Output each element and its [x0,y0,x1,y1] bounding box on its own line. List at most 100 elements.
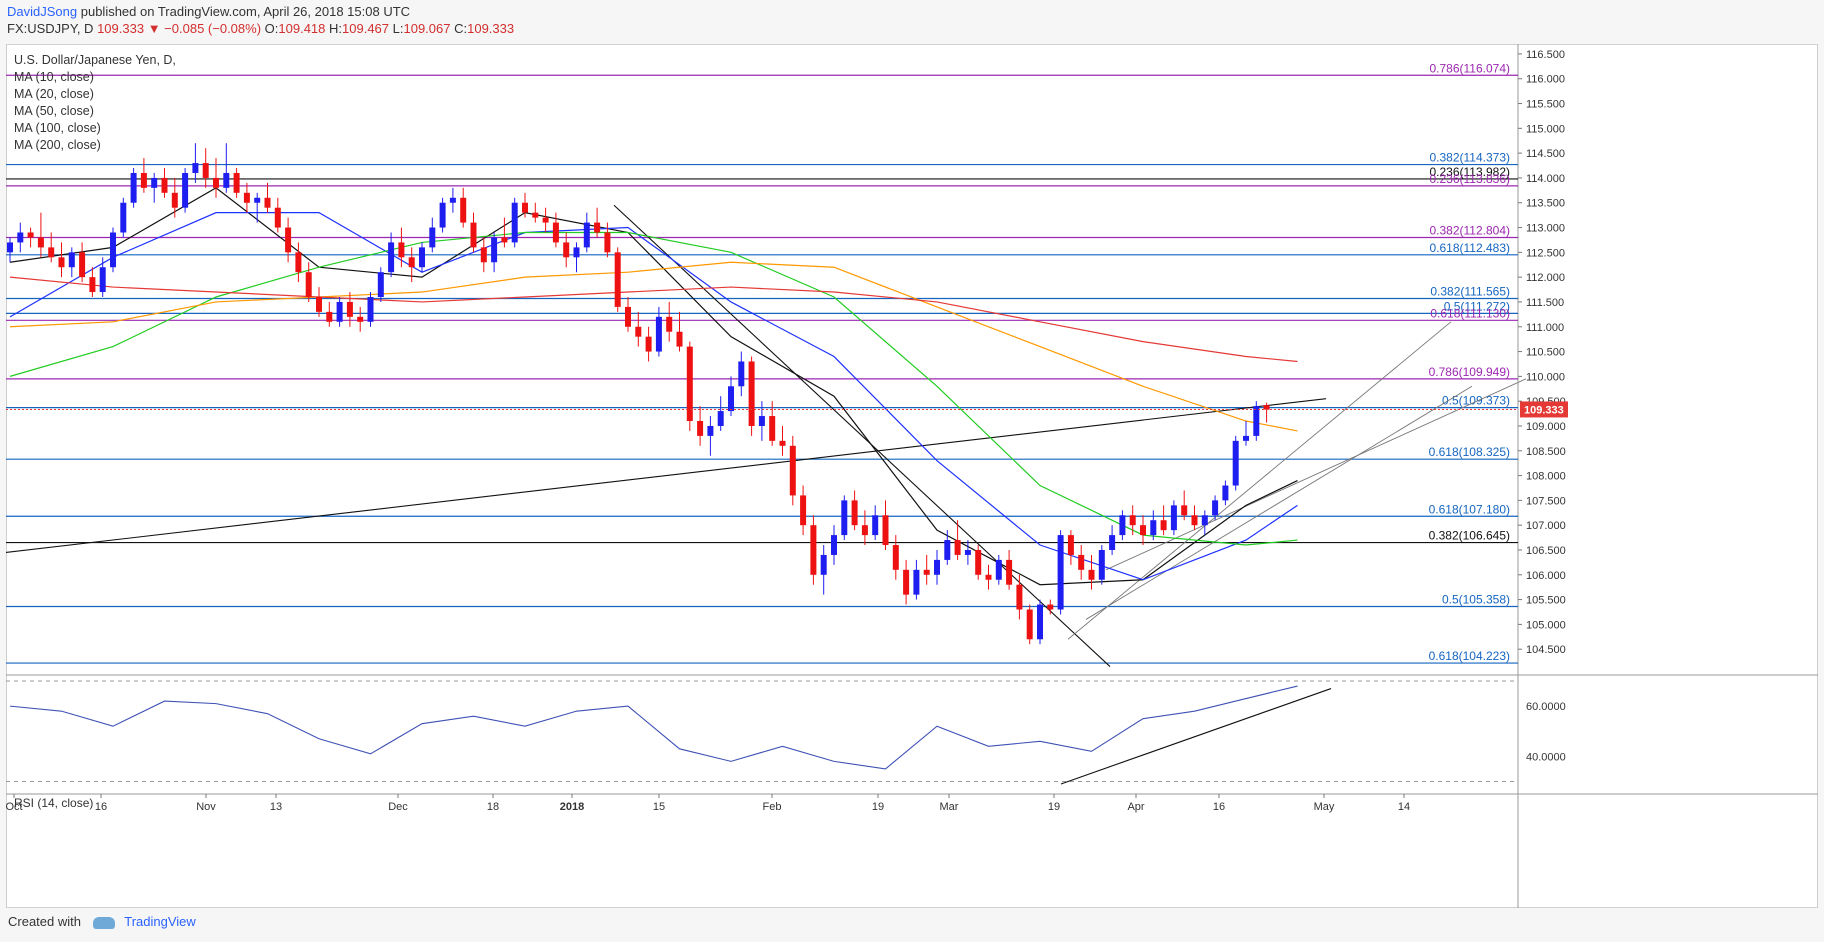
candle-body[interactable] [439,202,446,228]
candle-body[interactable] [511,202,518,243]
candle-body[interactable] [831,535,837,555]
candle-body[interactable] [697,421,704,436]
legend-ma10[interactable]: MA (10, close) [14,70,94,84]
candle-body[interactable] [1181,505,1188,516]
candle-body[interactable] [120,202,127,233]
candle-body[interactable] [655,316,662,352]
trend-line[interactable] [1067,321,1452,640]
candle-body[interactable] [213,177,219,188]
candle-body[interactable] [1191,515,1198,526]
candle-body[interactable] [1098,549,1105,580]
candle-body[interactable] [1078,554,1085,570]
candle-body[interactable] [48,247,55,258]
candle-body[interactable] [563,242,570,258]
candle-body[interactable] [305,272,312,297]
candle-body[interactable] [882,515,889,546]
candle-body[interactable] [377,272,384,297]
candle-body[interactable] [892,545,899,570]
candle-body[interactable] [192,163,199,173]
candle-body[interactable] [594,222,601,233]
candle-body[interactable] [522,202,528,213]
candle-body[interactable] [964,549,971,555]
candle-body[interactable] [388,242,395,273]
legend-ma100[interactable]: MA (100, close) [14,121,101,135]
candle-body[interactable] [171,192,178,208]
candle-body[interactable] [182,172,189,208]
moving-average-line[interactable] [9,261,1298,432]
candle-body[interactable] [717,411,724,426]
legend-ma20[interactable]: MA (20, close) [14,87,94,101]
candle-body[interactable] [7,242,13,253]
candle-body[interactable] [79,252,86,278]
legend-ma50[interactable]: MA (50, close) [14,104,94,118]
candle-body[interactable] [1212,500,1219,516]
candle-body[interactable] [1016,584,1023,610]
candle-body[interactable] [954,540,961,555]
candle-body[interactable] [151,177,158,188]
moving-average-line[interactable] [9,212,1298,581]
candle-body[interactable] [408,257,415,268]
candle-body[interactable] [779,440,786,446]
candle-body[interactable] [810,525,817,575]
candle-body[interactable] [202,163,209,178]
tradingview-brand-link[interactable]: TradingView [124,914,196,929]
candle-body[interactable] [89,277,96,293]
candle-body[interactable] [233,172,240,193]
candle-body[interactable] [1067,535,1074,555]
candle-body[interactable] [552,222,559,243]
candle-body[interactable] [398,242,405,258]
candle-body[interactable] [1232,440,1239,486]
candle-body[interactable] [1109,535,1116,550]
candle-body[interactable] [480,247,487,263]
candle-body[interactable] [903,569,910,595]
candle-body[interactable] [583,222,590,248]
candle-body[interactable] [449,197,456,203]
rsi-legend[interactable]: RSI (14, close) [14,796,94,810]
candle-body[interactable] [58,257,65,268]
candle-body[interactable] [738,361,745,387]
candle-body[interactable] [336,301,343,322]
candle-body[interactable] [1057,535,1064,610]
trend-line[interactable] [6,398,1327,554]
candle-body[interactable] [140,172,147,188]
candle-body[interactable] [635,326,642,337]
candle-body[interactable] [295,252,302,273]
candle-body[interactable] [37,237,44,248]
candle-body[interactable] [367,296,374,322]
legend-title[interactable]: U.S. Dollar/Japanese Yen, D, [14,53,176,67]
moving-average-line[interactable] [9,187,1298,586]
candle-body[interactable] [1170,505,1177,531]
candle-body[interactable] [686,346,693,422]
candle-body[interactable] [1006,559,1013,585]
candle-body[interactable] [604,232,611,253]
candle-body[interactable] [1263,405,1270,410]
candle-body[interactable] [758,416,765,426]
candle-body[interactable] [1140,525,1146,536]
candle-body[interactable] [1037,604,1043,640]
candle-body[interactable] [748,361,755,426]
rsi-line[interactable] [9,685,1298,770]
candle-body[interactable] [1047,604,1054,610]
trend-line[interactable] [1085,385,1473,620]
candle-body[interactable] [841,500,848,536]
symbol-label[interactable]: FX:USDJPY, D [7,21,94,36]
chart-canvas[interactable]: 104.500 105.000 105.500 106.000 106.500 107.0… [6,44,1818,908]
candle-body[interactable] [789,445,796,496]
candle-body[interactable] [316,296,322,312]
candle-body[interactable] [130,172,137,203]
candle-body[interactable] [326,311,333,322]
candle-body[interactable] [1150,520,1157,536]
candle-body[interactable] [769,416,776,441]
candle-body[interactable] [800,495,807,526]
candle-body[interactable] [357,316,364,322]
candle-body[interactable] [285,227,292,253]
candle-body[interactable] [419,247,425,268]
candle-body[interactable] [645,336,652,352]
candle-body[interactable] [1253,406,1260,436]
candle-body[interactable] [254,197,261,203]
candle-body[interactable] [573,247,580,258]
candle-body[interactable] [501,237,508,243]
candle-body[interactable] [542,217,549,223]
candle-body[interactable] [995,559,1002,580]
candle-body[interactable] [985,574,992,580]
